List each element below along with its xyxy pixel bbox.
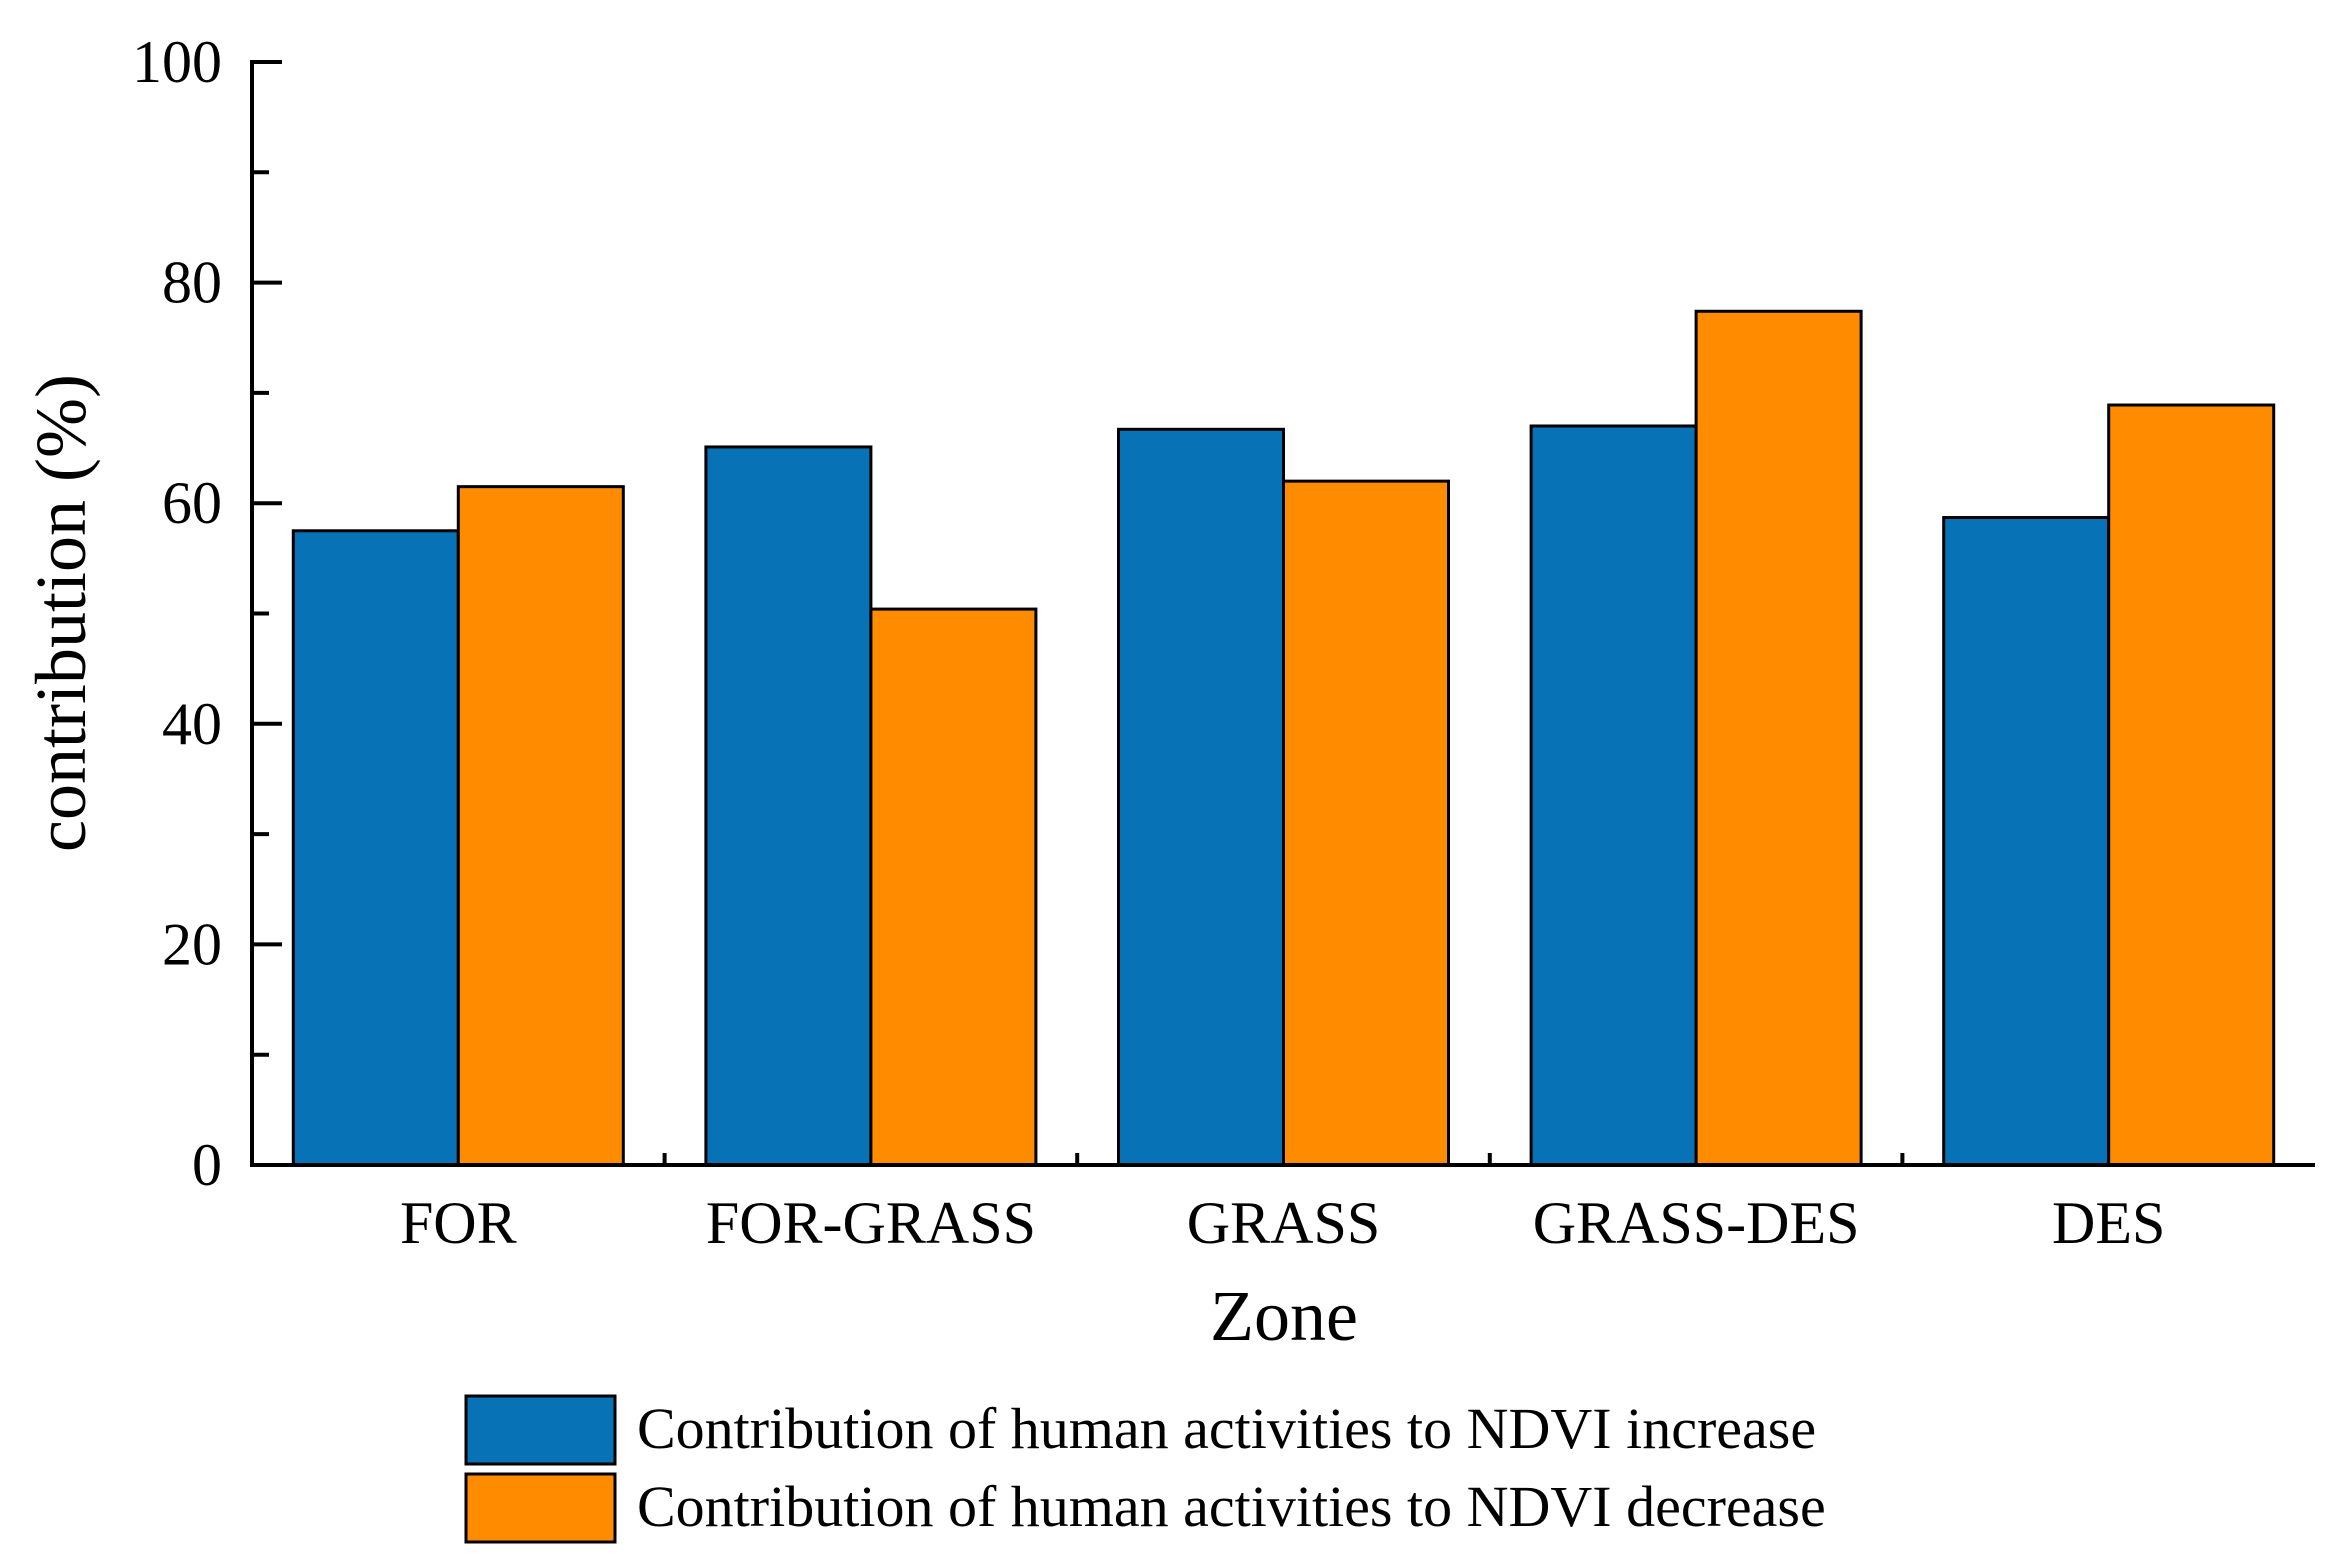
bar-grass-decrease — [1282, 479, 1450, 1167]
axes: FOR FOR-GRASS GRASS GRASS-DES DES 0 20 40 60 80 10… — [132, 29, 2315, 1256]
y-axis-label: contribution (%) — [21, 374, 101, 852]
x-tick-label: DES — [2052, 1190, 2165, 1256]
bar-des-decrease — [2107, 403, 2276, 1167]
x-tick-label: GRASS-DES — [1533, 1190, 1860, 1256]
bar-grass-des-decrease — [1694, 309, 1863, 1167]
x-tick-label: FOR-GRASS — [706, 1190, 1036, 1256]
y-tick-label: 40 — [162, 691, 222, 757]
legend-swatch — [464, 1472, 617, 1544]
bar-des-increase — [1942, 516, 2111, 1167]
y-tick-label: 0 — [192, 1132, 222, 1198]
bar-for-increase — [291, 529, 460, 1167]
x-axis-label: Zone — [1210, 1276, 1358, 1356]
bar-for-decrease — [456, 485, 625, 1167]
x-tick-label: GRASS — [1187, 1190, 1380, 1256]
legend-swatch — [464, 1394, 617, 1466]
bar-grass-des-increase — [1529, 424, 1698, 1167]
y-tick-label: 80 — [162, 250, 222, 316]
y-tick-label: 60 — [162, 470, 222, 536]
y-tick-label: 100 — [132, 29, 222, 95]
legend-label: Contribution of human activities to NDVI… — [637, 1474, 1826, 1539]
bar-grass-increase — [1117, 427, 1285, 1167]
bar-for-grass-decrease — [869, 607, 1038, 1167]
legend-label: Contribution of human activities to NDVI… — [637, 1396, 1816, 1461]
bars — [291, 309, 2276, 1167]
legend: Contribution of human activities to NDVI… — [464, 1394, 1826, 1544]
y-tick-label: 20 — [162, 911, 222, 977]
x-tick-label: FOR — [400, 1190, 517, 1256]
bar-for-grass-increase — [704, 445, 873, 1167]
